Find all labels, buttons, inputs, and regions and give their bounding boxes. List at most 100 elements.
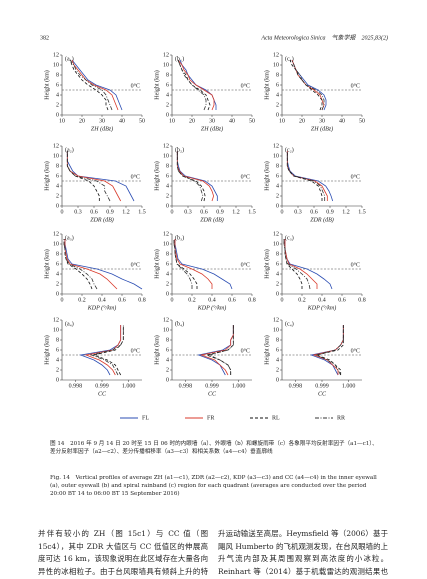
profile-line	[205, 325, 234, 375]
panel-label: (b₃)	[175, 234, 184, 241]
y-tick-label: 0	[166, 112, 169, 118]
x-tick-label: 0.999	[95, 383, 109, 389]
x-tick-label: 0.2	[298, 297, 306, 303]
y-axis-label: Height (km)	[263, 70, 270, 100]
profile-line	[291, 59, 325, 111]
y-tick-label: 8	[276, 163, 279, 169]
x-tick-label: 0	[281, 209, 284, 215]
x-tick-label: 0	[61, 209, 64, 215]
x-tick-label: 0.8	[138, 297, 146, 303]
x-axis-label: KDP (°/km)	[307, 304, 336, 311]
x-tick-label: 0.9	[326, 209, 334, 215]
y-tick-label: 8	[276, 72, 279, 78]
legend-label: RL	[272, 415, 280, 421]
body-left: 并伴有较小的 ZH（图 15c1）与 CC 值（图 15c4），其中 ZDR 大…	[38, 529, 208, 576]
y-tick-label: 4	[166, 183, 169, 189]
x-tick-label: 0.998	[69, 383, 83, 389]
x-tick-label: 0.3	[184, 209, 192, 215]
profile-line	[71, 59, 123, 111]
profile-line	[66, 151, 111, 202]
y-tick-label: 6	[166, 82, 169, 88]
profile-line	[173, 239, 193, 289]
x-tick-label: 1.5	[248, 209, 256, 215]
y-tick-label: 8	[276, 337, 279, 343]
profile-line	[291, 59, 327, 111]
legend-label: RR	[337, 415, 345, 421]
y-tick-label: 2	[276, 193, 279, 199]
x-axis-label: ZH (dBz)	[311, 125, 333, 132]
y-tick-label: 10	[163, 327, 169, 333]
profile-line	[89, 325, 124, 376]
profile-line	[92, 325, 124, 376]
panel-label: (a₃)	[65, 234, 74, 241]
y-tick-label: 12	[163, 52, 169, 58]
y-tick-label: 4	[56, 183, 59, 189]
caption-en: Fig. 14 Vertical profiles of average ZH …	[50, 475, 377, 497]
x-tick-label: 0.3	[74, 209, 82, 215]
y-tick-label: 2	[166, 102, 169, 108]
y-tick-label: 4	[276, 183, 279, 189]
y-tick-label: 6	[276, 173, 279, 179]
y-tick-label: 10	[53, 62, 59, 68]
profile-line	[174, 239, 213, 289]
x-tick-label: 0.2	[188, 297, 196, 303]
y-tick-label: 10	[163, 241, 169, 247]
y-axis-label: Height (km)	[43, 335, 50, 365]
x-tick-label: 1.5	[138, 209, 146, 215]
x-axis-label: KDP (°/km)	[87, 304, 116, 311]
y-tick-label: 4	[276, 271, 279, 277]
x-tick-label: 0	[171, 209, 174, 215]
y-tick-label: 2	[276, 367, 279, 373]
y-axis-label: Height (km)	[263, 161, 270, 191]
y-tick-label: 12	[273, 231, 279, 237]
y-tick-label: 10	[53, 241, 59, 247]
y-tick-label: 0	[276, 291, 279, 297]
y-axis-label: Height (km)	[263, 335, 270, 365]
x-tick-label: 0	[281, 297, 284, 303]
y-tick-label: 8	[166, 251, 169, 257]
freezing-label: 0°C	[241, 82, 250, 89]
x-tick-label: 0.3	[294, 209, 302, 215]
freezing-label: 0°C	[351, 347, 360, 354]
x-axis-label: CC	[318, 391, 327, 397]
y-tick-label: 10	[163, 153, 169, 159]
x-tick-label: 1.2	[122, 209, 130, 215]
freezing-label: 0°C	[351, 173, 360, 180]
x-tick-label: 0.6	[310, 209, 318, 215]
freezing-label: 0°C	[131, 347, 140, 354]
y-tick-label: 4	[56, 357, 59, 363]
profile-line	[177, 59, 215, 111]
profile-line	[66, 151, 100, 201]
y-tick-label: 0	[166, 377, 169, 383]
y-tick-label: 8	[56, 337, 59, 343]
y-tick-label: 6	[276, 347, 279, 353]
y-tick-label: 2	[56, 193, 59, 199]
freezing-label: 0°C	[131, 82, 140, 89]
freezing-label: 0°C	[241, 347, 250, 354]
x-tick-label: 1.000	[232, 383, 246, 389]
freezing-label: 0°C	[351, 82, 360, 89]
x-tick-label: 40	[119, 118, 125, 124]
x-axis-label: ZDR (dB)	[90, 216, 114, 223]
panel-label: (a₂)	[65, 146, 74, 153]
caption-zh: 图 14 2016 年 9 月 14 日 20 时至 15 日 06 时的内眼墙…	[50, 441, 378, 455]
y-tick-label: 2	[56, 102, 59, 108]
x-tick-label: 30	[319, 118, 325, 124]
x-tick-label: 0	[61, 297, 64, 303]
y-axis-label: Height (km)	[153, 335, 160, 365]
x-tick-label: 0.999	[315, 383, 329, 389]
panel-label: (b₄)	[175, 320, 184, 327]
x-tick-label: 0.6	[228, 297, 236, 303]
x-tick-label: 0.6	[118, 297, 126, 303]
y-tick-label: 2	[56, 367, 59, 373]
y-tick-label: 8	[166, 163, 169, 169]
panel-label: (a₄)	[65, 320, 74, 327]
legend-label: FR	[207, 415, 214, 421]
profile-line	[208, 325, 234, 375]
y-tick-label: 12	[273, 143, 279, 149]
panel-label: (c₂)	[285, 146, 294, 153]
x-tick-label: 0.4	[98, 297, 106, 303]
y-tick-label: 0	[276, 112, 279, 118]
y-axis-label: Height (km)	[43, 70, 50, 100]
